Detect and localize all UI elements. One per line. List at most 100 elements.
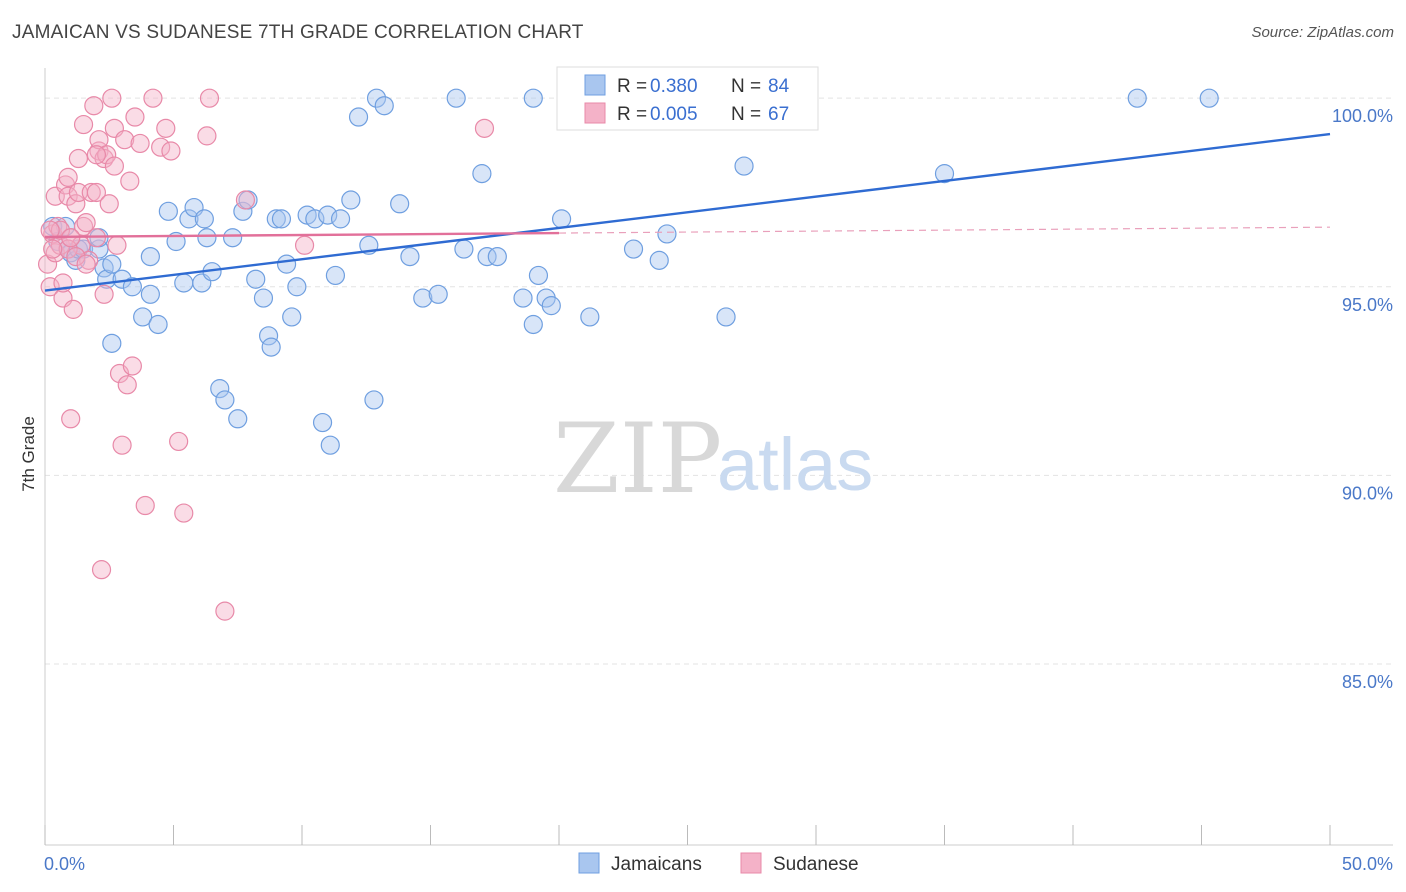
data-point	[66, 246, 86, 267]
data-point	[366, 88, 387, 108]
data-point	[266, 209, 286, 229]
data-point	[246, 269, 266, 289]
data-point	[148, 314, 168, 335]
x-tick-label-max: 50.0%	[1342, 854, 1393, 874]
data-point	[325, 265, 346, 286]
data-point	[649, 250, 669, 270]
legend-bottom: Jamaicans Sudanese	[578, 852, 859, 875]
data-point	[657, 224, 677, 244]
data-point	[174, 503, 194, 523]
data-point	[1127, 88, 1147, 108]
data-point	[199, 88, 220, 108]
data-point	[364, 390, 384, 410]
watermark: ZIP atlas	[553, 403, 873, 515]
data-point	[228, 409, 248, 429]
trend-line-sudanese-extension	[558, 226, 1331, 234]
data-point	[112, 435, 132, 455]
axes	[44, 68, 1393, 846]
y-tick-label: 85.0%	[1342, 672, 1393, 692]
data-point	[37, 254, 58, 274]
data-point	[133, 307, 153, 327]
data-point	[143, 88, 163, 108]
data-point	[734, 156, 754, 176]
data-point	[158, 201, 178, 221]
y-tick-label: 100.0%	[1332, 106, 1393, 126]
legend-n-label: N =	[731, 76, 761, 97]
data-point	[68, 148, 89, 169]
y-tick-labels: 100.0% 95.0% 90.0% 85.0%	[1332, 106, 1393, 692]
data-point	[43, 239, 63, 259]
data-point	[122, 356, 142, 376]
data-point	[169, 431, 189, 452]
legend-swatch-sudanese	[740, 852, 762, 874]
data-point	[58, 186, 78, 206]
data-point	[76, 213, 96, 233]
data-point	[716, 307, 736, 327]
data-point	[934, 164, 955, 184]
data-point	[117, 375, 137, 395]
legend-r-label: R =	[617, 76, 647, 97]
data-point	[330, 209, 351, 229]
data-point	[120, 171, 140, 191]
data-point	[551, 209, 572, 229]
data-point	[477, 246, 497, 267]
watermark-atlas: atlas	[717, 423, 873, 506]
data-point	[305, 209, 325, 229]
y-tick-label: 95.0%	[1342, 295, 1393, 315]
data-point	[102, 333, 122, 353]
data-point	[210, 379, 230, 399]
series-sudanese	[37, 88, 495, 621]
data-point	[140, 284, 160, 304]
legend-n-value: 84	[768, 76, 790, 97]
data-point	[528, 265, 549, 286]
trend-lines	[44, 132, 1331, 292]
data-point	[294, 235, 315, 255]
data-point	[115, 130, 135, 150]
data-point	[94, 284, 114, 304]
data-point	[513, 288, 533, 308]
data-point	[102, 88, 122, 108]
data-point	[194, 209, 214, 229]
data-point	[318, 205, 338, 225]
data-point	[130, 133, 150, 154]
data-point	[487, 246, 507, 267]
trend-line-sudanese	[44, 231, 560, 239]
data-point	[76, 254, 96, 274]
data-point	[1199, 88, 1219, 108]
legend-label-jamaicans: Jamaicans	[611, 854, 702, 875]
data-point	[374, 96, 394, 116]
data-point	[161, 141, 181, 161]
data-point	[282, 307, 302, 327]
data-point	[86, 182, 107, 203]
series-jamaicans	[43, 88, 1219, 455]
data-point	[156, 118, 176, 138]
data-point	[104, 156, 124, 176]
data-point	[107, 235, 127, 255]
data-point	[261, 337, 281, 357]
legend-swatch-jamaicans	[584, 74, 606, 96]
grid-lines	[45, 97, 1393, 665]
data-point	[58, 167, 78, 187]
legend-top: R = 0.380 N = 84 R = 0.005 N = 67	[556, 66, 819, 131]
data-point	[223, 228, 243, 248]
data-point	[271, 209, 292, 229]
legend-swatch-sudanese	[584, 102, 606, 124]
data-point	[215, 390, 235, 410]
data-point	[472, 164, 492, 184]
chart-title: JAMAICAN VS SUDANESE 7TH GRADE CORRELATI…	[12, 22, 584, 43]
data-point	[446, 88, 466, 108]
legend-r-value: 0.380	[650, 76, 698, 97]
data-point	[312, 412, 333, 433]
data-point	[348, 107, 369, 127]
source-label: Source: ZipAtlas.com	[1251, 24, 1394, 41]
data-point	[140, 246, 160, 267]
data-point	[253, 288, 274, 308]
data-point	[122, 277, 142, 297]
data-point	[341, 190, 361, 210]
data-point	[50, 220, 71, 240]
data-point	[215, 601, 235, 621]
data-point	[474, 118, 495, 138]
data-point	[63, 299, 83, 319]
data-point	[197, 126, 217, 146]
